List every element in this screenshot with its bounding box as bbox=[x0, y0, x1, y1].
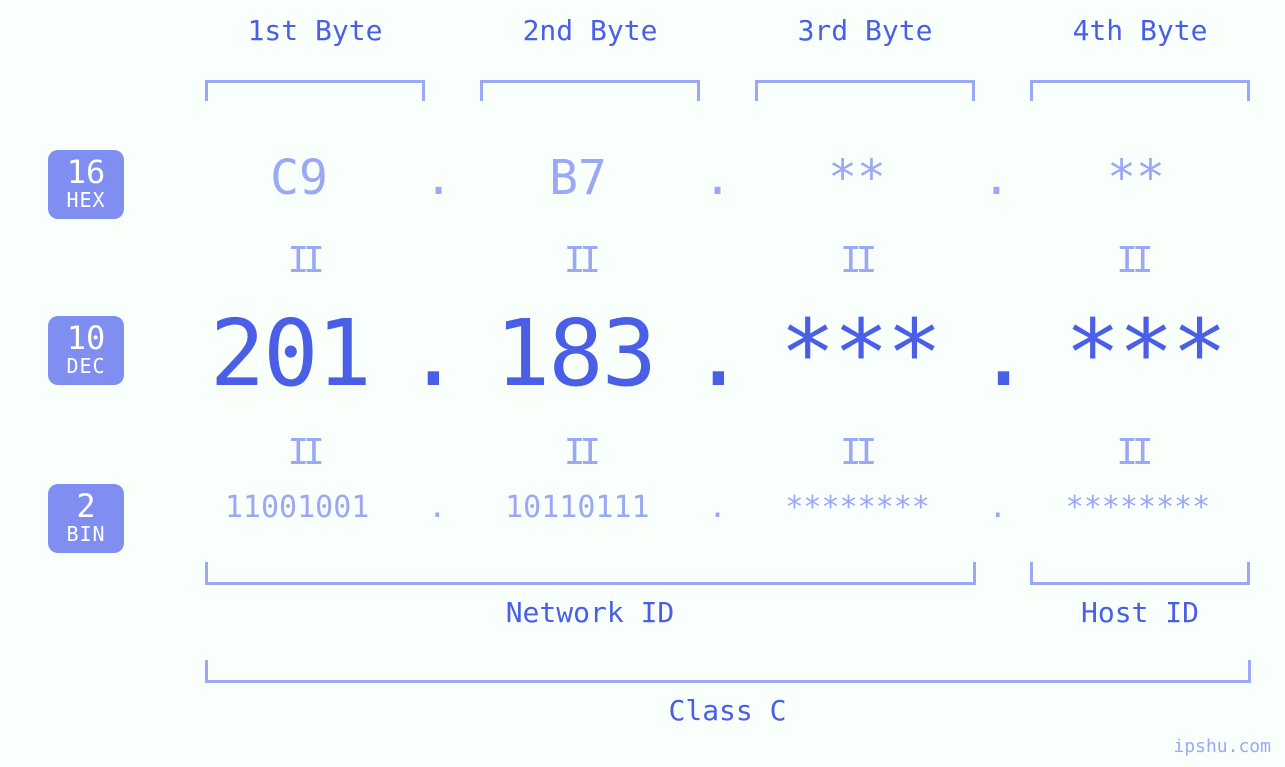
equals-1-2: II bbox=[456, 240, 702, 281]
hex-byte-4: ** bbox=[1017, 150, 1255, 206]
bin-row: 11001001 . 10110111 . ******** . *******… bbox=[180, 490, 1255, 525]
equals-row-2: II II II II bbox=[180, 432, 1255, 473]
hex-sep-2: . bbox=[697, 150, 738, 206]
equals-2-3: II bbox=[733, 432, 979, 473]
network-id-bracket bbox=[205, 562, 976, 585]
base-badge-bin-label: BIN bbox=[48, 524, 124, 545]
bin-byte-2: 10110111 bbox=[460, 490, 694, 525]
base-badge-dec: 10 DEC bbox=[48, 316, 124, 385]
dec-byte-4: *** bbox=[1035, 300, 1255, 407]
equals-2-1: II bbox=[180, 432, 426, 473]
bin-byte-1: 11001001 bbox=[180, 490, 414, 525]
bin-byte-3: ******** bbox=[741, 490, 975, 525]
dec-sep-2: . bbox=[685, 300, 750, 407]
equals-2-4: II bbox=[1009, 432, 1255, 473]
dec-byte-3: *** bbox=[750, 300, 970, 407]
base-badge-hex: 16 HEX bbox=[48, 150, 124, 219]
byte-bracket-3 bbox=[755, 80, 975, 101]
network-id-label: Network ID bbox=[205, 596, 975, 629]
bin-byte-4: ******** bbox=[1021, 490, 1255, 525]
byte-header-1: 1st Byte bbox=[205, 14, 425, 47]
hex-row: C9 . B7 . ** . ** bbox=[180, 150, 1255, 206]
dec-sep-3: . bbox=[970, 300, 1035, 407]
bin-sep-2: . bbox=[694, 490, 740, 525]
class-label: Class C bbox=[205, 694, 1250, 727]
dec-byte-1: 201 bbox=[180, 300, 400, 407]
dec-row: 201 . 183 . *** . *** bbox=[180, 300, 1255, 407]
byte-header-3: 3rd Byte bbox=[755, 14, 975, 47]
byte-bracket-2 bbox=[480, 80, 700, 101]
equals-row-1: II II II II bbox=[180, 240, 1255, 281]
byte-bracket-4 bbox=[1030, 80, 1250, 101]
byte-header-4: 4th Byte bbox=[1030, 14, 1250, 47]
watermark: ipshu.com bbox=[1173, 736, 1271, 757]
hex-sep-3: . bbox=[976, 150, 1017, 206]
byte-bracket-1 bbox=[205, 80, 425, 101]
host-id-bracket bbox=[1030, 562, 1250, 585]
equals-2-2: II bbox=[456, 432, 702, 473]
bin-sep-1: . bbox=[414, 490, 460, 525]
equals-1-4: II bbox=[1009, 240, 1255, 281]
base-badge-hex-label: HEX bbox=[48, 190, 124, 211]
dec-byte-2: 183 bbox=[465, 300, 685, 407]
equals-1-3: II bbox=[733, 240, 979, 281]
base-badge-bin: 2 BIN bbox=[48, 484, 124, 553]
base-badge-bin-num: 2 bbox=[48, 490, 124, 524]
hex-byte-2: B7 bbox=[459, 150, 697, 206]
base-badge-dec-label: DEC bbox=[48, 356, 124, 377]
bin-sep-3: . bbox=[975, 490, 1021, 525]
byte-header-2: 2nd Byte bbox=[480, 14, 700, 47]
class-bracket bbox=[205, 660, 1251, 683]
hex-byte-1: C9 bbox=[180, 150, 418, 206]
host-id-label: Host ID bbox=[1030, 596, 1250, 629]
hex-sep-1: . bbox=[418, 150, 459, 206]
base-badge-hex-num: 16 bbox=[48, 156, 124, 190]
hex-byte-3: ** bbox=[738, 150, 976, 206]
dec-sep-1: . bbox=[400, 300, 465, 407]
equals-1-1: II bbox=[180, 240, 426, 281]
base-badge-dec-num: 10 bbox=[48, 322, 124, 356]
